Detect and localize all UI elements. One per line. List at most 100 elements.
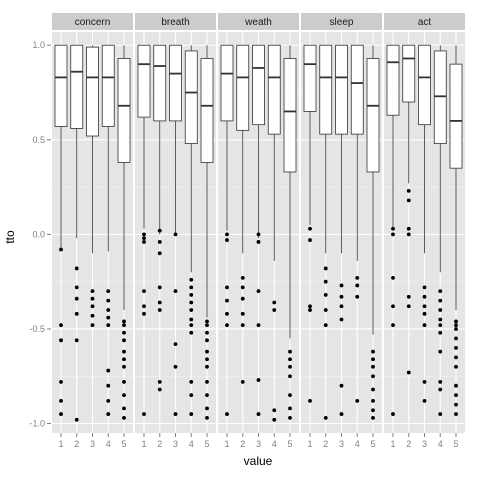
outlier-point xyxy=(438,317,443,322)
box-act-5 xyxy=(449,45,463,416)
outlier-point xyxy=(355,294,360,299)
outlier-point xyxy=(454,402,458,407)
x-tick-label: 1 xyxy=(58,439,63,449)
y-axis-title: tto xyxy=(3,230,17,244)
outlier-point xyxy=(391,226,395,231)
outlier-point xyxy=(355,275,360,280)
outlier-point xyxy=(74,266,79,271)
outlier-point xyxy=(406,188,411,193)
outlier-point xyxy=(90,313,95,318)
box-weath-2 xyxy=(236,44,250,384)
outlier-point xyxy=(74,285,79,290)
outlier-point xyxy=(454,336,458,341)
box-body xyxy=(117,58,131,163)
outlier-point xyxy=(173,412,178,416)
outlier-point xyxy=(371,415,375,420)
outlier-point xyxy=(308,238,312,242)
outlier-point xyxy=(205,364,209,369)
box-act-3 xyxy=(418,44,431,403)
outlier-point xyxy=(157,387,162,392)
outlier-point xyxy=(90,296,95,301)
y-tick-label: -1.0 xyxy=(29,419,45,429)
x-tick-label: 4 xyxy=(355,439,360,449)
box-body xyxy=(283,58,297,173)
box-sleep-5 xyxy=(366,45,380,420)
outlier-point xyxy=(288,374,292,379)
outlier-point xyxy=(106,289,111,294)
outlier-point xyxy=(454,319,458,324)
box-body xyxy=(137,44,151,118)
box-act-1 xyxy=(386,44,400,416)
y-tick-label: 0.5 xyxy=(32,135,45,145)
outlier-point xyxy=(371,398,375,403)
outlier-point xyxy=(225,285,229,290)
outlier-point xyxy=(339,412,344,416)
outlier-point xyxy=(240,275,245,280)
outlier-point xyxy=(438,308,443,312)
outlier-point xyxy=(256,378,261,382)
outlier-point xyxy=(256,289,261,294)
facet-strip xyxy=(384,13,465,30)
outlier-point xyxy=(355,283,360,288)
facet-panel-weath: weath 1 2 3 4 5 xyxy=(218,13,299,449)
facet-strip xyxy=(218,13,299,30)
outlier-point xyxy=(59,247,63,252)
outlier-point xyxy=(142,304,146,309)
outlier-point xyxy=(438,289,443,294)
outlier-point xyxy=(157,240,162,244)
outlier-point xyxy=(189,317,194,322)
outlier-point xyxy=(173,289,178,294)
outlier-point xyxy=(371,408,375,413)
outlier-point xyxy=(90,304,95,309)
outlier-point xyxy=(59,338,63,343)
outlier-point xyxy=(422,380,427,384)
box-breath-5 xyxy=(200,45,214,420)
box-body xyxy=(449,63,463,169)
box-concern-2 xyxy=(70,44,84,422)
outlier-point xyxy=(406,304,411,309)
outlier-point xyxy=(106,383,111,388)
outlier-point xyxy=(142,236,146,241)
box-body xyxy=(402,44,416,103)
outlier-point xyxy=(205,319,209,324)
outlier-point xyxy=(122,357,126,362)
outlier-point xyxy=(406,232,411,237)
outlier-point xyxy=(323,323,328,328)
outlier-point xyxy=(339,283,344,288)
x-axis-title: value xyxy=(244,454,273,468)
x-tick-label: 5 xyxy=(453,439,458,449)
box-sleep-3 xyxy=(335,44,348,416)
outlier-point xyxy=(256,323,261,328)
x-tick-label: 4 xyxy=(189,439,194,449)
outlier-point xyxy=(122,330,126,335)
outlier-point xyxy=(205,415,209,420)
outlier-point xyxy=(240,285,245,290)
outlier-point xyxy=(205,357,209,362)
outlier-point xyxy=(454,355,458,360)
facet-strip-label: weath xyxy=(244,17,272,28)
outlier-point xyxy=(308,226,312,231)
box-body xyxy=(319,44,333,135)
outlier-point xyxy=(288,364,292,369)
box-body xyxy=(303,44,317,112)
outlier-point xyxy=(391,232,395,237)
x-tick-label: 3 xyxy=(422,439,427,449)
outlier-point xyxy=(308,304,312,309)
box-body xyxy=(200,58,214,163)
outlier-point xyxy=(454,412,458,416)
box-body xyxy=(54,44,68,127)
x-tick-label: 5 xyxy=(121,439,126,449)
outlier-point xyxy=(225,311,229,316)
outlier-point xyxy=(189,412,194,416)
x-tick-label: 3 xyxy=(173,439,178,449)
outlier-point xyxy=(391,275,395,280)
outlier-point xyxy=(438,323,443,328)
box-body xyxy=(153,44,167,122)
outlier-point xyxy=(189,308,194,312)
outlier-point xyxy=(422,323,427,328)
box-weath-1 xyxy=(220,44,234,416)
outlier-point xyxy=(454,364,458,369)
outlier-point xyxy=(438,330,443,335)
facet-strip-label: breath xyxy=(161,17,189,28)
